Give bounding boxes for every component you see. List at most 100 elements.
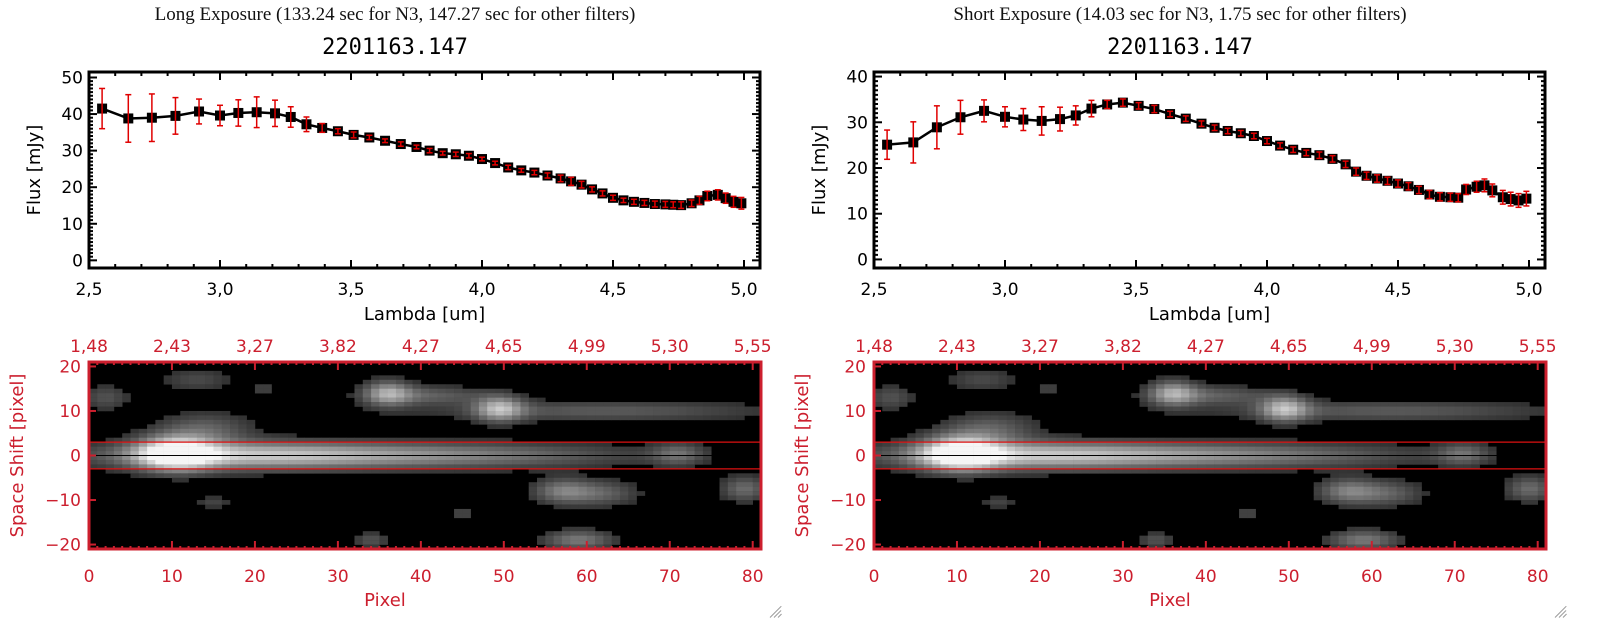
heatmap-cell [923,473,933,479]
heatmap-cell [1106,455,1115,461]
heatmap-cell [595,540,604,545]
heatmap-cell [702,459,712,465]
heatmap-cell [1222,393,1232,398]
heatmap-cell [998,419,1008,425]
heatmap-cell [1537,473,1547,479]
heatmap-cell [1371,451,1381,456]
heatmap-cell [981,464,991,470]
heatmap-cell [1255,388,1265,394]
heatmap-cell [669,442,679,447]
heatmap-cell [915,459,925,465]
heatmap-cell [1413,446,1422,452]
heatmap-cell [246,419,256,425]
heatmap-cell [1189,451,1198,456]
resize-grip-icon[interactable] [768,604,782,618]
heatmap-cell [998,464,1008,470]
heatmap-cell [1346,491,1356,496]
heatmap-cell [1263,446,1273,452]
heatmap-cell [528,491,538,496]
heatmap-cell [238,446,247,452]
resize-grip-icon[interactable] [1553,604,1567,618]
heatmap-cell [445,437,455,443]
heatmap-cell [1380,486,1389,492]
heatmap-cell [890,384,900,390]
heatmap-cell [163,473,173,479]
heatmap-cell [898,455,908,461]
heatmap-cell [1230,406,1240,412]
heatmap-cell [669,446,679,452]
heatmap-cell [570,540,579,545]
heatmap-cell [271,455,281,461]
heatmap-cell [395,397,405,403]
heatmap-cell [1479,455,1489,461]
heatmap-cell [570,495,579,501]
heatmap-cell [1413,451,1422,456]
heatmap-cell [1446,455,1456,461]
heatmap-cell [1006,375,1016,381]
heatmap-cell [263,455,272,461]
heatmap-cell [354,464,364,470]
heatmap-cell [321,437,330,443]
heatmap-cell [1230,455,1240,461]
y-tick-label: 10 [61,215,83,235]
heatmap-cell [586,459,596,465]
heatmap-cell [570,446,579,452]
heatmap-cell [379,406,388,412]
x-axis-label: Lambda [um] [364,304,485,325]
heatmap-cell [890,446,900,452]
heatmap-cell [1073,446,1082,452]
heatmap-cell [1380,442,1389,447]
heatmap-cell [478,402,488,407]
heatmap-cell [1230,437,1240,443]
heatmap-cell [1338,468,1348,474]
heatmap-cell [1322,415,1331,421]
heatmap-cell [1230,402,1240,407]
heatmap-cell [1006,473,1016,479]
heatmap-cell [462,406,471,412]
heatmap-cell [537,459,546,465]
heatmap-cell [1164,459,1173,465]
heatmap-cell [1180,455,1190,461]
heatmap-cell [1297,451,1306,456]
heatmap-cell [1139,397,1149,403]
heatmap-cell [619,446,629,452]
heatmap-cell [744,473,754,479]
heatmap-cell [653,451,662,456]
heatmap-cell [1239,393,1248,398]
heatmap-cell [1073,464,1082,470]
heatmap-cell [1330,486,1339,492]
heatmap-cell [752,406,762,412]
heatmap-cell [89,451,98,456]
heatmap-cell [230,437,239,443]
heatmap-cell [1463,464,1472,470]
heatmap-cell [1404,500,1414,505]
heatmap-cell [1454,442,1464,447]
heatmap-cell [246,464,256,470]
heatmap-cell [429,437,438,443]
heatmap-cell [948,419,958,425]
heatmap-cell [981,473,991,479]
heatmap-cell [263,468,272,474]
heatmap-cell [619,459,629,465]
heatmap-cell [727,410,737,416]
heatmap-cell [113,451,123,456]
heatmap-cell [661,464,671,470]
heatmap-cell [1421,402,1431,407]
heatmap-cell [1114,451,1124,456]
heatmap-cell [1355,473,1364,479]
heatmap-cell [1180,393,1190,398]
heatmap-cell [371,468,380,474]
heatmap-cell [669,455,679,461]
heatmap-cell [603,482,612,487]
heatmap-cell [1297,410,1306,416]
heatmap-cell [454,406,463,412]
heatmap-cell [155,464,164,470]
heatmap-cell [1081,464,1091,470]
heatmap-cell [1313,415,1323,421]
heatmap-cell [1454,464,1464,470]
heatmap-cell [387,406,397,412]
heatmap-cell [719,406,729,412]
heatmap-cell [1388,406,1397,412]
heatmap-cell [296,455,306,461]
heatmap-cell [1147,535,1157,541]
